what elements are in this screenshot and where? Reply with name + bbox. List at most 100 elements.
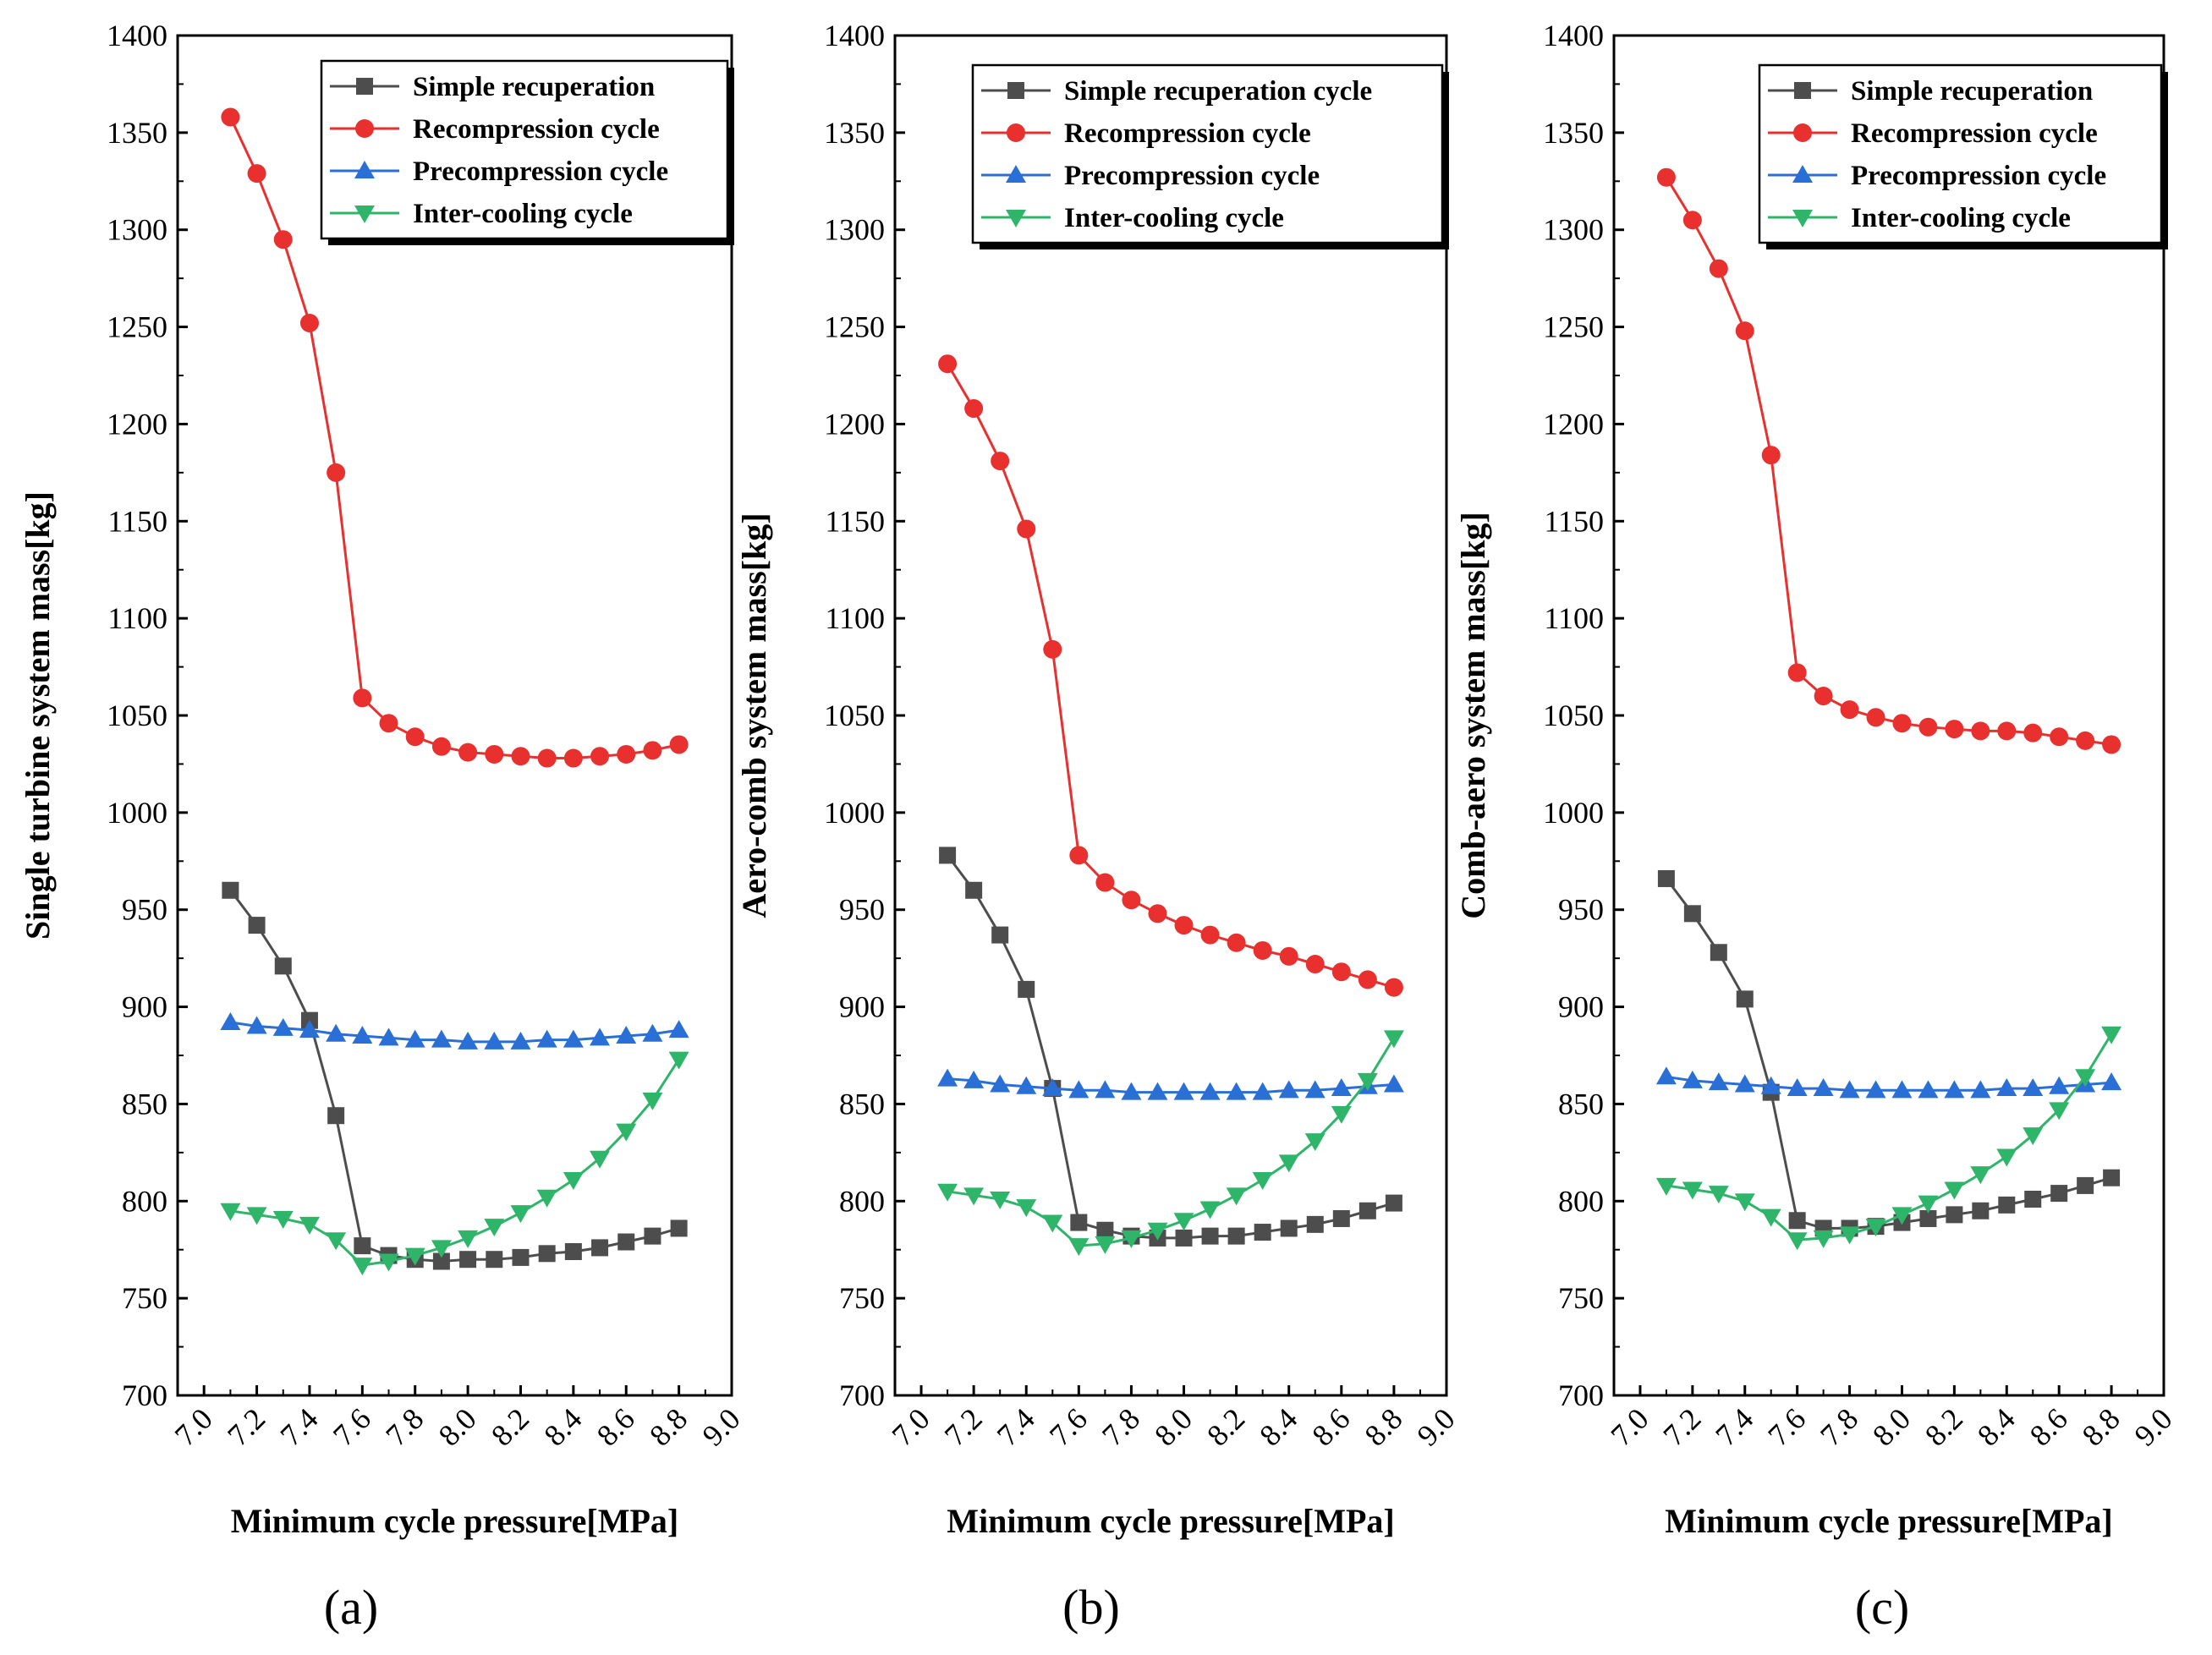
data-point (1839, 1226, 1860, 1245)
legend: Simple recuperation cycle Recompression c… (971, 63, 1449, 249)
y-tick-label: 800 (1558, 1184, 1604, 1218)
data-point (1385, 1194, 1402, 1212)
data-point (2049, 1076, 2070, 1094)
data-point (1946, 1206, 1963, 1224)
y-tick-label: 1250 (1543, 310, 1604, 344)
data-point (354, 206, 375, 223)
data-point (1279, 946, 1298, 966)
data-point (1006, 165, 1026, 183)
data-point (378, 1028, 399, 1046)
data-point (1734, 1074, 1755, 1093)
data-point (1304, 1080, 1326, 1099)
data-point (1708, 1072, 1729, 1091)
data-point (563, 748, 583, 768)
data-point (1122, 891, 1141, 910)
data-point (1787, 663, 1807, 682)
data-point (1383, 1030, 1404, 1049)
data-point (1095, 1080, 1116, 1099)
data-point (1655, 1066, 1677, 1085)
series-3 (1655, 1066, 2122, 1099)
series-1 (939, 847, 1402, 1247)
series-line (230, 1021, 679, 1044)
data-point (431, 1240, 452, 1258)
x-tick-label: 8.0 (1148, 1401, 1199, 1452)
data-point (1227, 933, 1246, 952)
data-point (1892, 714, 1912, 733)
y-tick-label: 850 (122, 1087, 167, 1121)
data-point (1787, 1078, 1808, 1097)
x-tick-label: 7.8 (379, 1401, 430, 1452)
data-point (1682, 1181, 1703, 1200)
x-tick-label: 7.6 (1043, 1401, 1094, 1452)
data-point (1945, 720, 1964, 739)
legend-label: Inter-cooling cycle (1851, 203, 2071, 233)
y-tick-label: 950 (839, 893, 885, 927)
data-point (354, 1237, 371, 1255)
legend: Simple recuperation Recompression cycle Pr… (1758, 63, 2168, 249)
y-tick-label: 1100 (107, 601, 167, 635)
y-tick-label: 950 (122, 893, 167, 927)
data-point (299, 1216, 320, 1235)
data-point (1972, 1202, 1990, 1219)
y-axis-title: Single turbine system mass[kg] (19, 491, 57, 940)
y-tick-label: 1350 (824, 116, 885, 150)
data-point (616, 1123, 637, 1142)
data-point (1918, 1195, 1939, 1214)
data-point (1096, 1221, 1114, 1239)
series-2 (938, 354, 1403, 997)
x-tick-label: 7.4 (1709, 1401, 1759, 1452)
data-point (431, 1029, 452, 1048)
data-point (1865, 1219, 1886, 1237)
y-tick-label: 1200 (1543, 407, 1604, 441)
data-point (327, 463, 346, 482)
x-tick-label: 7.0 (1605, 1401, 1655, 1452)
data-point (991, 452, 1010, 471)
legend-box (1758, 63, 2163, 244)
y-tick-label: 1150 (1544, 504, 1604, 538)
data-point (1710, 944, 1727, 962)
data-point (1068, 1238, 1090, 1257)
series-line (947, 1037, 1396, 1247)
y-tick-label: 1300 (1543, 213, 1604, 247)
data-point (1252, 1082, 1273, 1100)
y-tick-label: 800 (122, 1184, 167, 1218)
data-point (2024, 1190, 2042, 1208)
data-point (1788, 1212, 1806, 1230)
data-point (536, 1029, 557, 1048)
x-tick-label: 8.8 (1358, 1401, 1408, 1452)
data-point (1891, 1080, 1913, 1099)
data-point (272, 1017, 294, 1036)
data-point (274, 957, 292, 975)
chart-panel-2: 700 750 800 850 900 950 1000 1050 1100 1150 1200 12… (735, 19, 1462, 1635)
data-point (1148, 904, 1167, 923)
x-tick-label: 7.0 (886, 1401, 936, 1452)
data-point (1016, 1199, 1037, 1218)
data-point (1331, 962, 1351, 982)
data-point (1918, 717, 1938, 737)
x-tick-label: 8.6 (590, 1401, 641, 1452)
data-point (512, 1248, 530, 1266)
data-point (1760, 1076, 1781, 1094)
legend-label: Precompression cycle (1064, 161, 1320, 191)
x-axis-title: Minimum cycle pressure[MPa] (1665, 1502, 2113, 1540)
data-point (1147, 1222, 1168, 1241)
data-point (486, 1251, 503, 1269)
x-tick-label: 7.6 (327, 1401, 377, 1452)
x-tick-label: 7.4 (274, 1401, 325, 1452)
data-point (2101, 1026, 2122, 1044)
y-axis-title: Comb-aero system mass[kg] (1454, 512, 1492, 918)
data-point (2075, 1069, 2096, 1088)
data-point (937, 1068, 958, 1087)
data-point (938, 354, 958, 374)
data-point (644, 1227, 661, 1245)
data-point (1278, 1154, 1299, 1173)
series-line (947, 1077, 1395, 1094)
data-point (1016, 1076, 1037, 1094)
data-point (536, 1189, 557, 1208)
y-tick-label: 1050 (107, 699, 167, 732)
panel-label: (c) (1855, 1580, 1909, 1635)
y-tick-label: 1300 (824, 213, 885, 247)
data-point (510, 1205, 531, 1224)
data-point (2049, 1102, 2070, 1121)
data-point (1174, 916, 1194, 935)
